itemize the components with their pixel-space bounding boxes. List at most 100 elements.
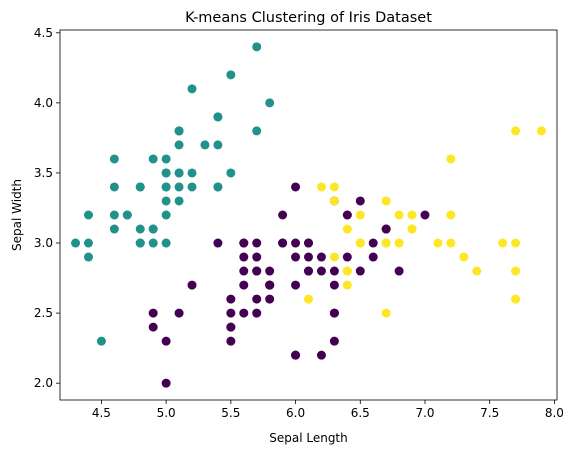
data-point (304, 238, 313, 248)
y-tick-label: 4.5 (34, 26, 53, 40)
data-point (213, 182, 223, 192)
data-point (226, 70, 236, 80)
x-axis-label: Sepal Length (269, 431, 348, 445)
data-point (239, 280, 249, 290)
x-tick-label: 6.0 (286, 406, 305, 420)
data-point (329, 336, 339, 346)
data-point (407, 210, 417, 220)
data-point (342, 224, 352, 234)
data-point (446, 238, 456, 248)
data-point (342, 252, 352, 262)
data-point (316, 350, 326, 360)
plot-frame (59, 29, 558, 401)
data-point (252, 266, 262, 276)
data-point (252, 308, 262, 318)
data-point (394, 238, 404, 248)
data-point (394, 266, 404, 276)
data-point (536, 126, 546, 136)
data-point (394, 210, 404, 220)
data-point (304, 266, 313, 276)
x-tick-label: 7.5 (480, 406, 499, 420)
data-point (368, 252, 378, 262)
data-point (329, 266, 339, 276)
y-tick-label: 2.0 (34, 376, 53, 390)
data-point (316, 252, 326, 262)
data-point (316, 266, 326, 276)
x-tick-label: 6.5 (351, 406, 370, 420)
data-point (381, 224, 391, 234)
data-point (329, 308, 339, 318)
data-point (342, 210, 352, 220)
data-point (71, 238, 81, 248)
data-point (420, 210, 430, 220)
y-tick-label: 2.5 (34, 306, 53, 320)
data-point (368, 238, 378, 248)
data-point (226, 294, 236, 304)
data-point (355, 266, 365, 276)
y-tick-label: 3.0 (34, 236, 53, 250)
data-point (252, 238, 262, 248)
data-point (109, 182, 119, 192)
data-point (213, 238, 223, 248)
data-point (161, 182, 171, 192)
data-point (252, 294, 262, 304)
data-point (252, 252, 262, 262)
data-point (355, 196, 365, 206)
data-point (342, 280, 352, 290)
data-point (187, 182, 197, 192)
y-tick-label: 4.0 (34, 96, 53, 110)
data-point (83, 252, 93, 262)
data-point (96, 336, 106, 346)
data-point (459, 252, 469, 262)
y-axis-ticks: 2.0 2.5 3.0 3.5 4.0 4.5 (34, 26, 60, 390)
data-point (239, 308, 249, 318)
data-point (174, 308, 184, 318)
data-point (291, 252, 301, 262)
data-point (161, 154, 171, 164)
data-point (316, 182, 326, 192)
data-point (135, 238, 145, 248)
data-point (148, 322, 158, 332)
data-point (148, 238, 158, 248)
data-point (291, 350, 301, 360)
x-tick-label: 7.0 (415, 406, 434, 420)
data-point (161, 238, 171, 248)
y-tick-label: 3.5 (34, 166, 53, 180)
data-point (278, 238, 288, 248)
chart-title: K-means Clustering of Iris Dataset (185, 10, 432, 26)
data-point (83, 210, 93, 220)
data-point (265, 266, 275, 276)
data-point (135, 224, 145, 234)
data-point (239, 252, 249, 262)
data-point (381, 238, 391, 248)
data-point (174, 196, 184, 206)
data-point (291, 182, 301, 192)
x-tick-label: 4.5 (92, 406, 111, 420)
data-point (329, 280, 339, 290)
data-point (200, 140, 210, 150)
data-point (161, 378, 171, 388)
data-point (226, 322, 236, 332)
data-point (109, 154, 119, 164)
data-point (122, 210, 132, 220)
data-point (329, 182, 339, 192)
data-point (187, 168, 197, 178)
data-point (291, 238, 301, 248)
data-point (446, 154, 456, 164)
data-point (433, 238, 443, 248)
data-point (265, 294, 275, 304)
data-point (161, 196, 171, 206)
data-point (342, 266, 352, 276)
data-point (265, 280, 275, 290)
data-point (381, 196, 391, 206)
data-point (252, 42, 262, 52)
data-point (174, 168, 184, 178)
data-point (148, 154, 158, 164)
data-point (83, 238, 93, 248)
data-point (304, 252, 313, 262)
x-tick-label: 5.5 (221, 406, 240, 420)
data-point (304, 294, 313, 304)
data-point (239, 266, 249, 276)
data-point (265, 98, 275, 108)
